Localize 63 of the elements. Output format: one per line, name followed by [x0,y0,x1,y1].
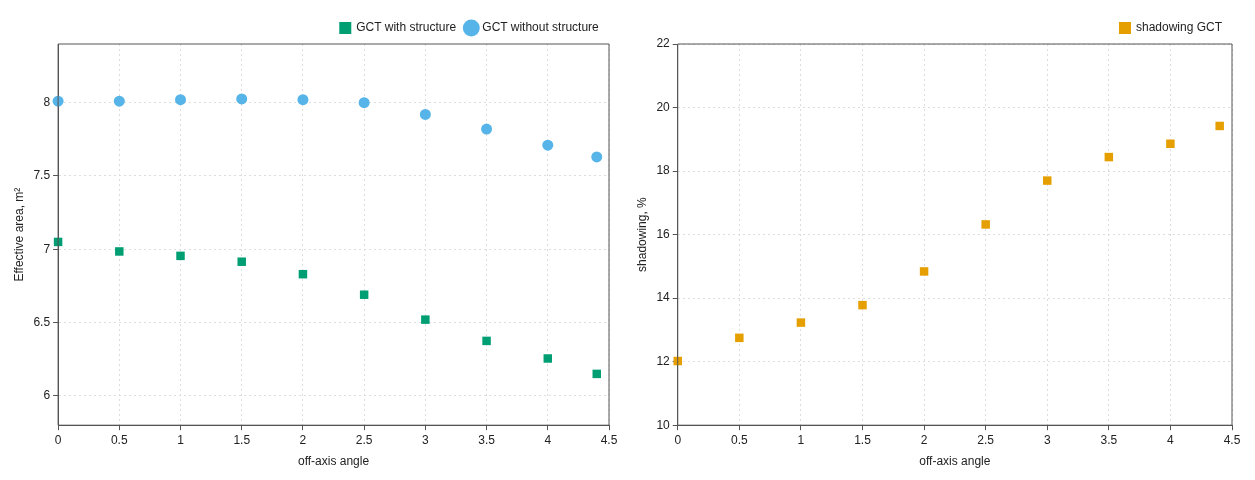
legend-label: shadowing GCT [1135,20,1223,35]
y-tick-label: 12 [656,353,671,368]
point [482,336,491,346]
x-axis-title: off-axis angle [297,454,370,469]
y-tick-label: 6 [43,388,51,403]
point [237,257,246,266]
point [1043,176,1052,185]
point [175,94,187,106]
y-tick-label: 10 [656,417,671,432]
y-axis-title: shadowing, % [634,196,649,272]
y-tick-label: 7 [43,241,51,256]
point [481,123,493,135]
point [359,290,369,299]
point [1166,139,1175,148]
point [297,94,309,106]
point [591,151,603,163]
x-tick-label: 4.5 [1223,432,1241,447]
x-tick-label: 4.5 [600,432,618,447]
y-tick-label: 14 [656,290,671,305]
point [113,95,125,107]
legend-label: GCT without structure [482,20,600,35]
x-tick-label: 3.5 [1100,432,1118,447]
x-tick-label: 0 [54,432,62,447]
y-axis-title: Effective area, m² [11,187,26,282]
x-tick-label: 0.5 [730,432,748,447]
x-tick-label: 0 [674,432,682,447]
x-axis-title: off-axis angle [919,454,991,469]
point [543,354,553,363]
y-tick-label: 7.5 [33,168,51,183]
point [115,247,124,256]
point [796,318,806,327]
y-tick-label: 8 [43,94,51,109]
y-tick-label: 6.5 [33,314,51,329]
x-tick-label: 1.5 [233,432,251,447]
y-tick-label: 20 [656,99,671,114]
point [735,333,744,343]
x-tick-label: 2 [299,432,307,447]
x-tick-label: 4 [1167,432,1175,447]
point [419,108,431,120]
x-tick-label: 1 [177,432,185,447]
x-tick-label: 1.5 [854,432,872,447]
x-tick-label: 2.5 [355,432,373,447]
point [981,220,990,229]
point [176,251,185,261]
x-tick-label: 4 [544,432,552,447]
x-tick-label: 1 [797,432,805,447]
x-tick-label: 3.5 [478,432,496,447]
point [358,97,370,109]
x-tick-label: 2 [920,432,928,447]
point [858,300,867,310]
point [1215,121,1224,131]
point [236,93,248,105]
x-tick-label: 3 [1043,432,1051,447]
point [919,267,929,276]
point [542,139,554,151]
y-tick-label: 22 [656,36,671,51]
x-tick-label: 0.5 [110,432,128,447]
y-tick-label: 18 [656,163,671,178]
y-tick-label: 16 [656,226,671,241]
legend-label: GCT with structure [356,20,457,35]
x-tick-label: 2.5 [977,432,995,447]
point [421,315,430,324]
x-tick-label: 3 [422,432,430,447]
